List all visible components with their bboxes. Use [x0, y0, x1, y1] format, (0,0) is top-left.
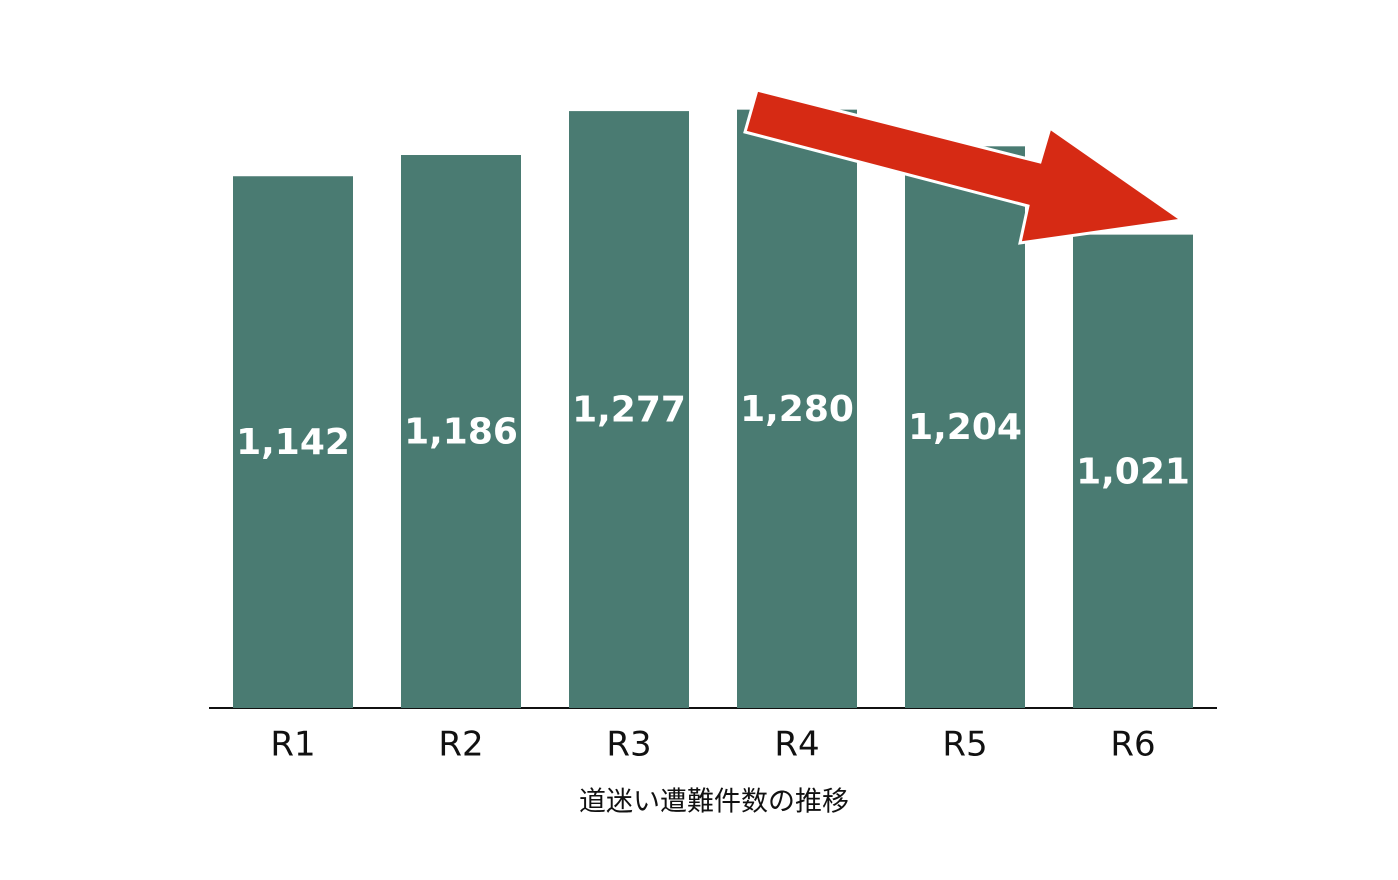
- chart-title: 道迷い遭難件数の推移: [579, 787, 849, 818]
- x-tick-label: R5: [942, 725, 987, 765]
- value-label: 1,142: [236, 422, 350, 463]
- value-label: 1,280: [740, 389, 854, 430]
- bar: [1073, 234, 1193, 708]
- trend-arrow: [743, 88, 1186, 245]
- value-label: 1,186: [404, 412, 518, 453]
- bar: [569, 111, 689, 709]
- x-tick-label: R6: [1110, 725, 1155, 765]
- x-tick-label: R1: [270, 725, 315, 765]
- bar: [233, 176, 353, 708]
- value-label: 1,277: [572, 390, 686, 431]
- x-tick-label: R2: [438, 725, 483, 765]
- bar: [905, 146, 1025, 709]
- x-tick-label: R3: [606, 725, 651, 765]
- value-label: 1,204: [908, 407, 1022, 448]
- bar: [401, 155, 521, 708]
- bar: [737, 109, 857, 708]
- x-tick-label: R4: [774, 725, 819, 765]
- value-label: 1,021: [1076, 451, 1190, 492]
